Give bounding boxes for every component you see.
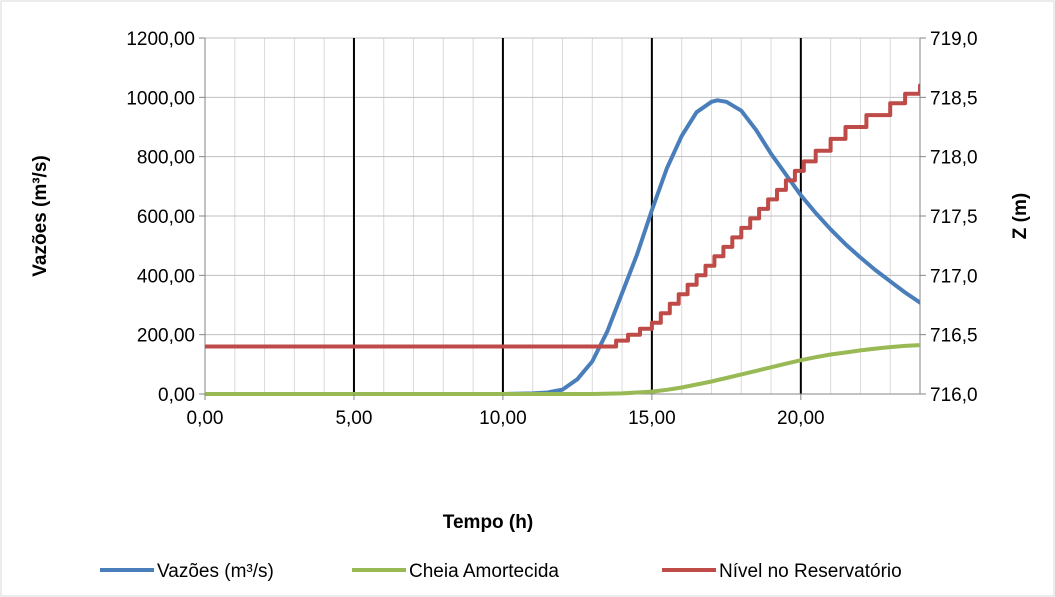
x-tick-label: 5,00 bbox=[335, 408, 372, 429]
x-tick-label: 0,00 bbox=[187, 408, 224, 429]
series-line-vazoes-m-s bbox=[205, 98, 920, 396]
y-tick-label: 800,00 bbox=[137, 148, 195, 169]
y-tick-label: 0,00 bbox=[158, 385, 195, 406]
legend: Vazões (m³/s) Cheia Amortecida Nível no Re… bbox=[100, 561, 902, 582]
legend-label: Nível no Reservatório bbox=[719, 561, 902, 582]
legend-label: Vazões (m³/s) bbox=[157, 561, 274, 582]
series-line-cheia-amortecida bbox=[205, 343, 920, 396]
y-axis-title: Vazões (m³/s) bbox=[30, 155, 51, 276]
y2-tick-label: 717,5 bbox=[930, 207, 978, 228]
y2-axis-title: Z (m) bbox=[1010, 193, 1031, 239]
x-tick-label: 10,00 bbox=[479, 408, 527, 429]
x-axis-ticks: 0,00 5,00 10,00 15,00 20,00 bbox=[187, 394, 825, 429]
y-tick-label: 1200,00 bbox=[126, 29, 195, 50]
x-axis-title: Tempo (h) bbox=[443, 512, 533, 533]
legend-label: Cheia Amortecida bbox=[409, 561, 559, 582]
y2-tick-label: 719,0 bbox=[930, 29, 978, 50]
y2-tick-label: 716,0 bbox=[930, 385, 978, 406]
y2-tick-label: 716,5 bbox=[930, 326, 978, 347]
series-line-nivel-no-reservatorio bbox=[205, 83, 920, 349]
plot-area bbox=[204, 37, 921, 396]
y-tick-label: 400,00 bbox=[137, 266, 195, 287]
y2-tick-label: 717,0 bbox=[930, 266, 978, 287]
x-tick-label: 20,00 bbox=[777, 408, 825, 429]
y-axis-ticks: 0,00 200,00 400,00 600,00 800,00 1000,00 1200,… bbox=[126, 29, 205, 406]
y2-axis-ticks: 716,0 716,5 717,0 717,5 718,0 718,5 719,0 bbox=[920, 29, 978, 406]
y-tick-label: 600,00 bbox=[137, 207, 195, 228]
y-tick-label: 1000,00 bbox=[126, 88, 195, 109]
y2-tick-label: 718,5 bbox=[930, 88, 978, 109]
x-tick-label: 15,00 bbox=[628, 408, 676, 429]
y2-tick-label: 718,0 bbox=[930, 148, 978, 169]
y-tick-label: 200,00 bbox=[137, 326, 195, 347]
